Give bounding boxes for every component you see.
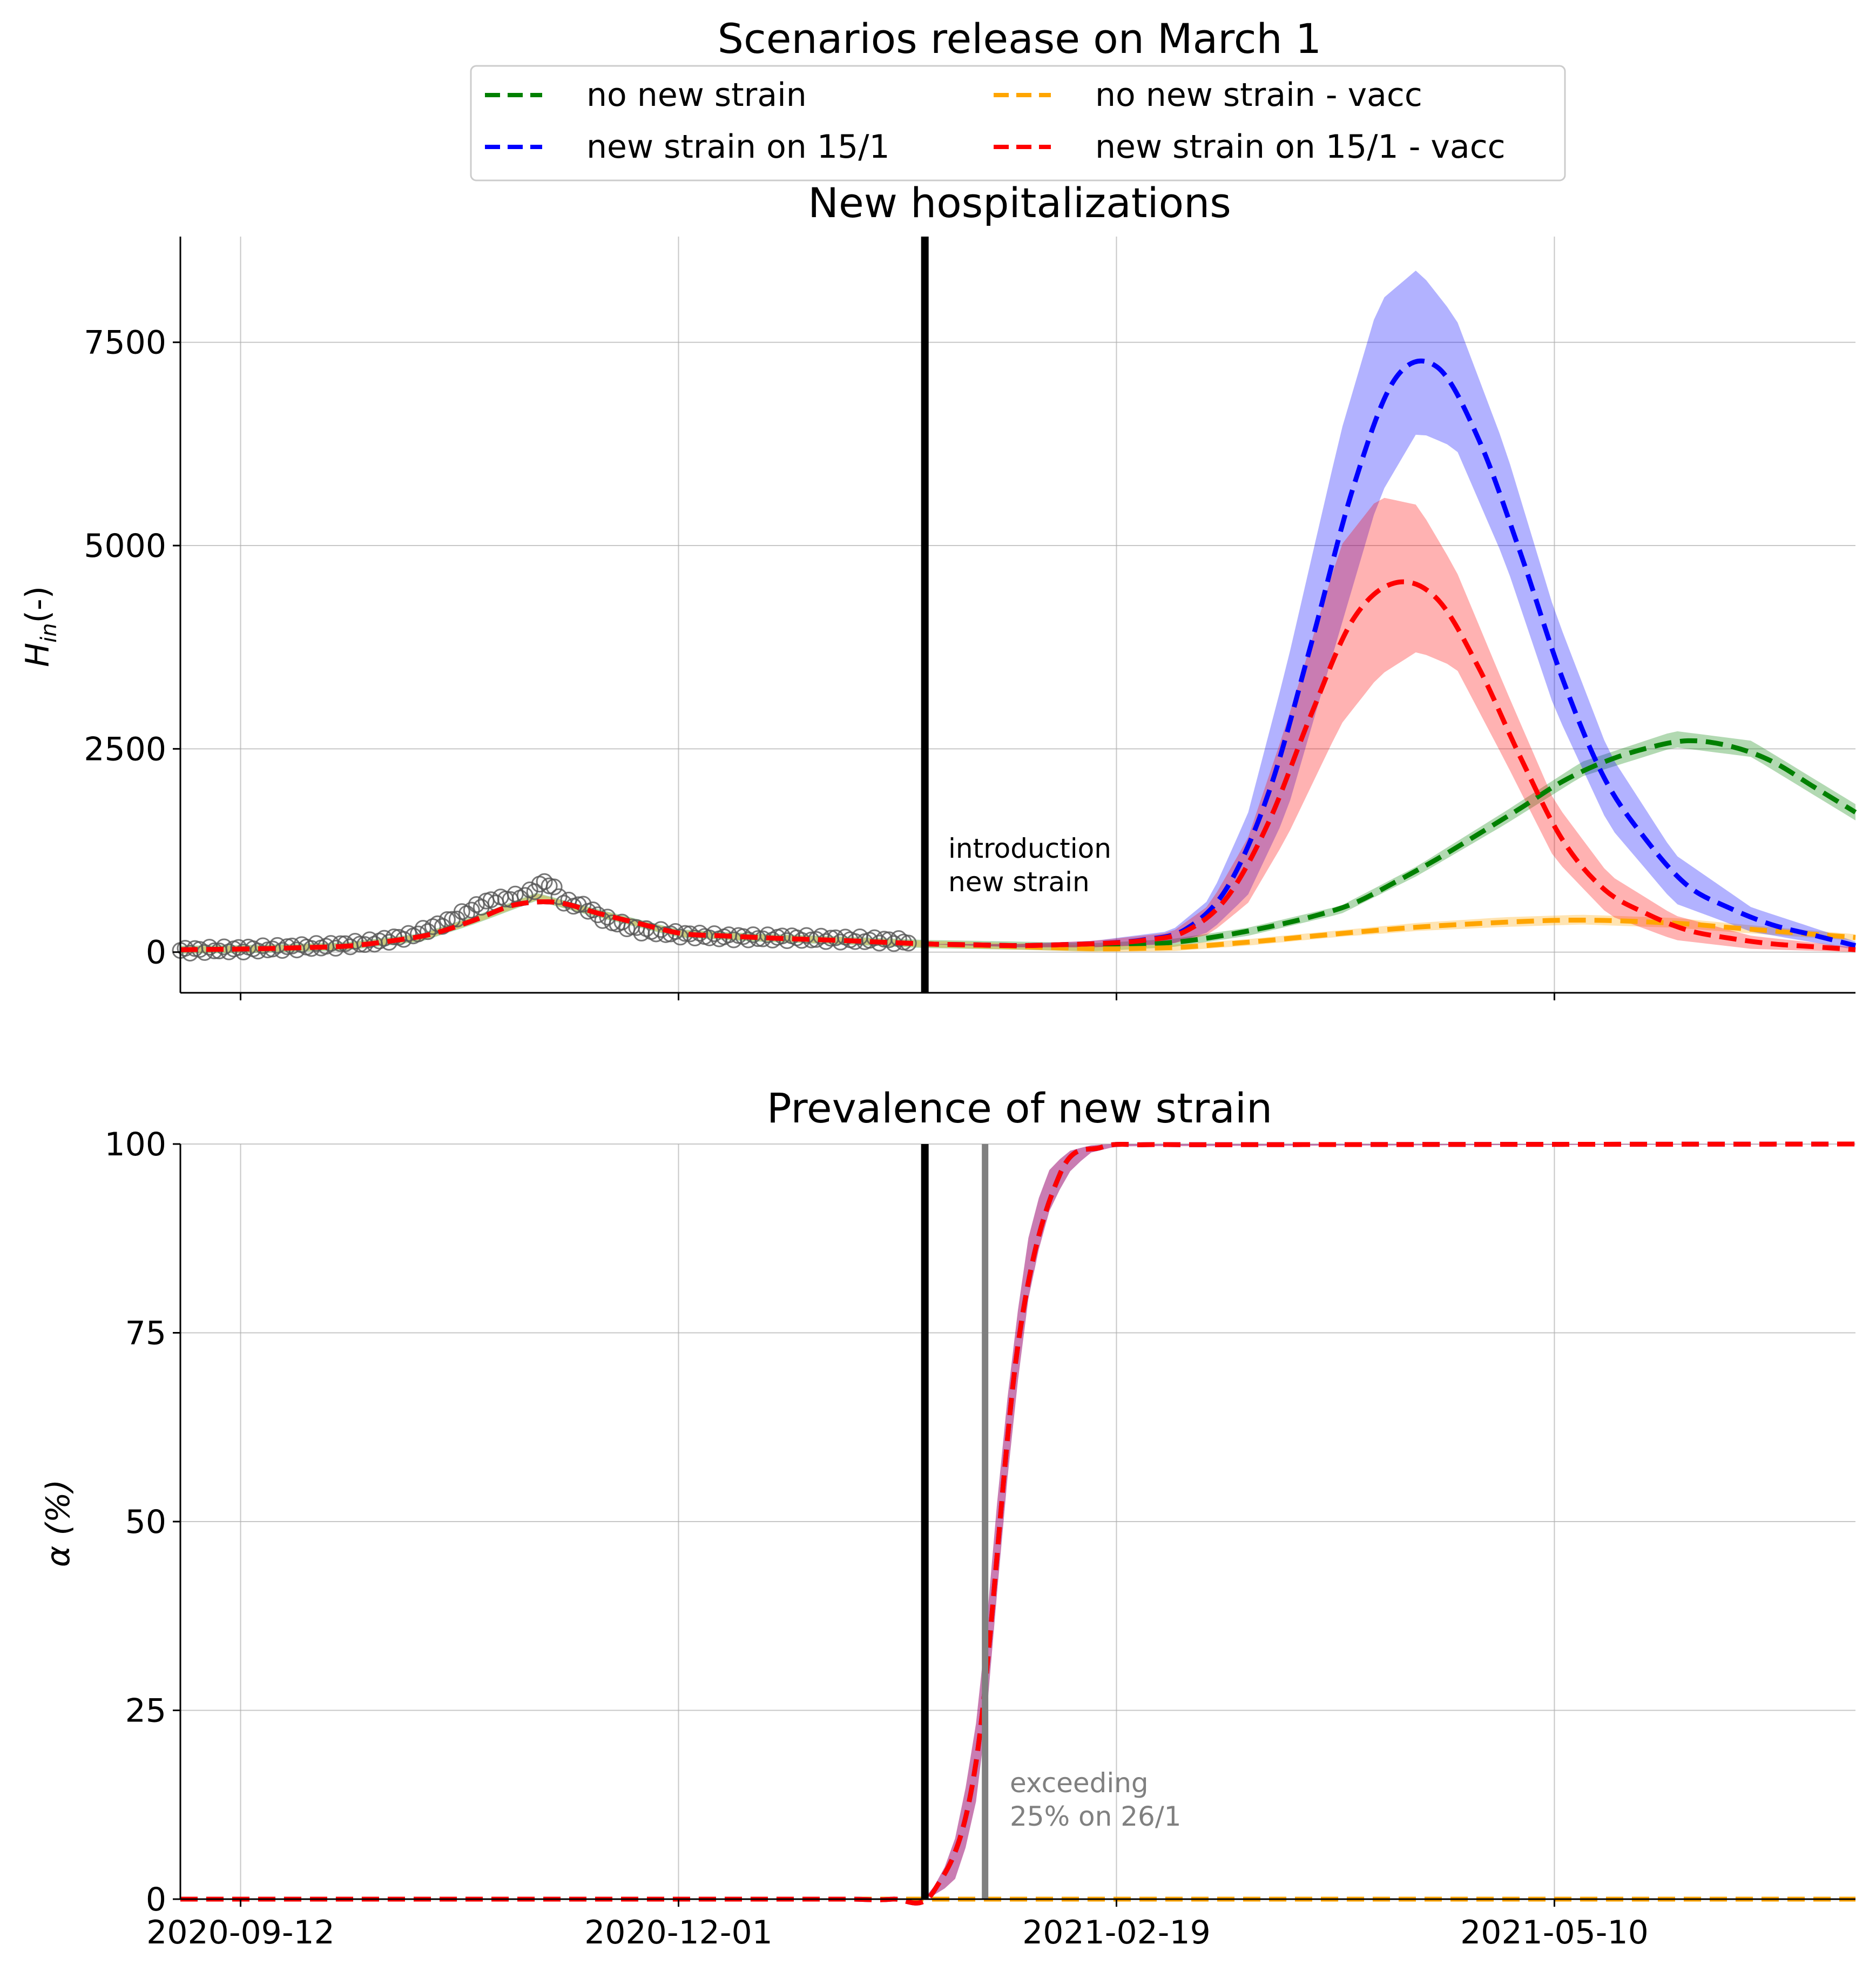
observed-point	[424, 918, 441, 936]
y-tick-label: 7500	[84, 324, 166, 362]
observed-point	[584, 901, 602, 919]
threshold-annotation-line1: exceeding	[1010, 1767, 1149, 1799]
event-annotation-line2: new strain	[948, 866, 1090, 898]
observed-point	[463, 901, 480, 919]
legend-label: no new strain - vacc	[1095, 76, 1422, 114]
observed-point	[890, 930, 907, 947]
event-annotation-line1: introduction	[948, 833, 1111, 864]
legend-frame	[470, 65, 1566, 181]
x-tick-label: 2021-02-19	[1022, 1914, 1211, 1952]
grid	[180, 237, 1855, 993]
y-tick-label: 5000	[84, 527, 166, 565]
band-new-strain-on-15-1-vacc	[180, 497, 1855, 952]
hospitalizations-panel: New hospitalizations introduction new st…	[19, 179, 1857, 1000]
legend-item-no-new-strain-vacc: no new strain - vacc	[994, 76, 1422, 114]
x-tick-label: 2021-05-10	[1460, 1914, 1649, 1952]
y-axis-label: Hin(-)	[19, 586, 62, 667]
series-new-strain-on-15-1-vacc	[180, 579, 1856, 952]
x-ticks	[240, 993, 1555, 1000]
y-tick-label: 0	[146, 1881, 166, 1919]
y-tick-label: 75	[125, 1315, 166, 1353]
series-new-strain-on-15-1-vacc	[180, 1141, 1856, 1906]
y-tick-label: 50	[125, 1503, 166, 1541]
y-tick-label: 100	[104, 1126, 166, 1163]
legend-label: new strain on 15/1 - vacc	[1095, 128, 1506, 166]
legend-item-new-strain: new strain on 15/1	[485, 128, 890, 166]
threshold-annotation-line2: 25% on 26/1	[1010, 1801, 1181, 1832]
y-axis-label: α (%)	[39, 1479, 77, 1567]
series-no-new-strain-vacc	[180, 899, 1856, 952]
prevalence-panel: Prevalence of new strain exceeding 25% o…	[39, 1084, 1856, 1952]
x-tick-label: 2020-12-01	[584, 1914, 773, 1952]
y-ticks: 0 25 50 75 100	[104, 1126, 180, 1919]
panel-title: New hospitalizations	[808, 179, 1231, 227]
x-ticks: 2020-09-12 2020-12-01 2021-02-19 2021-05-10	[146, 1899, 1649, 1952]
observed-point	[589, 906, 606, 924]
band-new-strain-on-15-1	[180, 271, 1855, 950]
y-tick-label: 2500	[84, 730, 166, 768]
y-ticks: 0 2500 5000 7500	[84, 324, 180, 972]
y-tick-label: 25	[125, 1692, 166, 1730]
observed-point	[545, 878, 563, 896]
x-tick-label: 2020-09-12	[146, 1914, 335, 1952]
legend-item-no-new-strain: no new strain	[485, 76, 807, 114]
legend-label: new strain on 15/1	[586, 128, 890, 166]
event-line	[921, 1144, 989, 1899]
observed-point	[536, 873, 553, 890]
series-lines	[180, 358, 1857, 952]
legend-item-new-strain-vacc: new strain on 15/1 - vacc	[994, 128, 1506, 166]
legend: no new strain no new strain - vacc new s…	[470, 65, 1566, 181]
figure-title: Scenarios release on March 1	[718, 15, 1321, 63]
legend-label: no new strain	[586, 76, 807, 114]
axes	[179, 237, 1855, 994]
panel-title: Prevalence of new strain	[767, 1084, 1272, 1132]
y-tick-label: 0	[146, 934, 166, 972]
